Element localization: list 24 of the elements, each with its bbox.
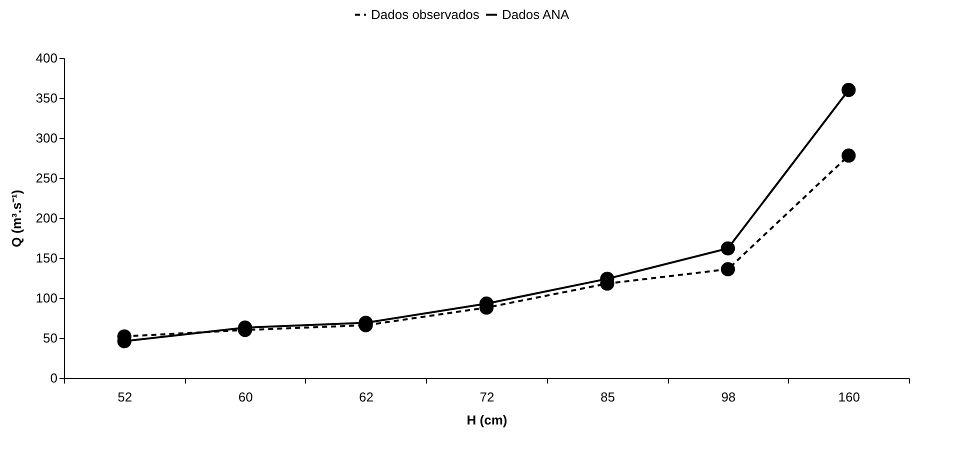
x-tick-label: 62 [359, 390, 374, 404]
y-tick-label: 50 [43, 330, 58, 346]
y-tick-label: 250 [36, 170, 58, 186]
point [842, 148, 856, 163]
y-tick-label: 350 [36, 90, 58, 106]
y-tick-label: 0 [50, 370, 58, 386]
point [720, 262, 735, 276]
x-tick-label: 60 [238, 390, 253, 404]
y-tick-label: 100 [36, 290, 58, 306]
x-tick-label: 72 [480, 390, 494, 404]
legend-label: Dados observados [371, 6, 480, 22]
y-tick-label: 200 [36, 210, 58, 226]
y-tick-label: 300 [36, 130, 58, 146]
y-tick-label: 400 [36, 50, 58, 66]
point [720, 241, 735, 256]
x-tick-label: 85 [600, 390, 615, 404]
x-tick-label: 52 [118, 390, 132, 404]
x-tick-label: 98 [721, 390, 736, 404]
x-axis-title: H (cm) [466, 412, 508, 428]
x-tick-label: 160 [838, 390, 860, 404]
y-tick-label: 150 [36, 250, 58, 266]
y-axis-title: Q (m³.s⁻¹) [8, 190, 24, 248]
legend-label: Dados ANA [502, 6, 570, 22]
point [842, 82, 856, 98]
